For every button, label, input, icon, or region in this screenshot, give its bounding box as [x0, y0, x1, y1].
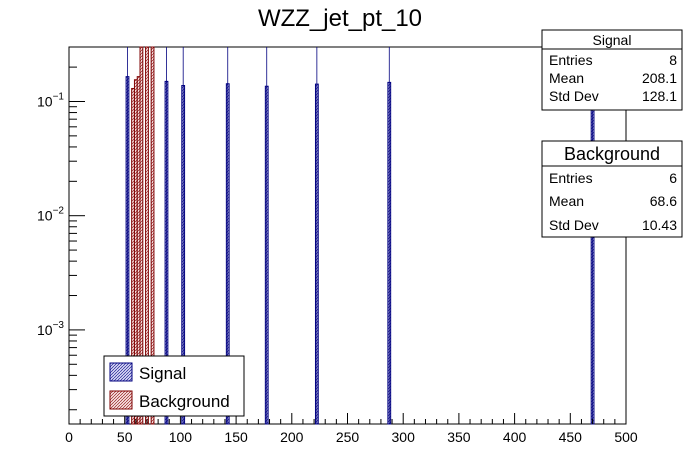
stats-background-entries-label: Entries: [549, 170, 593, 186]
x-tick-label-100: 100: [169, 429, 193, 445]
stats-background-stddev-label: Std Dev: [549, 217, 599, 233]
y-tick-label-1: 10−2: [37, 206, 64, 224]
x-axis: 0 50 100 150 200 250 300 350 400 450 500: [65, 413, 638, 445]
x-tick-label-50: 50: [117, 429, 133, 445]
stats-signal-entries-value: 8: [669, 52, 677, 68]
stats-signal-mean-label: Mean: [549, 70, 584, 86]
stats-background-title: Background: [564, 144, 660, 164]
x-tick-label-0: 0: [65, 429, 73, 445]
y-tick-exponent-0: −1: [53, 91, 65, 102]
legend-swatch-signal: [109, 362, 133, 382]
stats-box-background: Background Entries 6 Mean 68.6 Std Dev 1…: [541, 140, 683, 238]
y-tick-exponent-2: −3: [53, 320, 65, 331]
stats-background-mean-value: 68.6: [650, 193, 677, 209]
stats-background-entries-value: 6: [669, 170, 677, 186]
stats-background-stddev-value: 10.43: [642, 217, 677, 233]
bar-background-5: [150, 46, 155, 425]
x-tick-label-400: 400: [503, 429, 527, 445]
x-tick-label-200: 200: [280, 429, 304, 445]
legend-label-background: Background: [139, 392, 230, 411]
x-tick-label-150: 150: [224, 429, 248, 445]
stats-background-mean-label: Mean: [549, 193, 584, 209]
bar-background-3: [139, 46, 144, 425]
stats-signal-mean-value: 208.1: [642, 70, 677, 86]
y-tick-label-0: 10−1: [37, 91, 64, 109]
stats-box-signal: Signal Entries 8 Mean 208.1 Std Dev 128.…: [541, 29, 683, 111]
stats-signal-stddev-value: 128.1: [642, 88, 677, 104]
stats-signal-title: Signal: [593, 32, 632, 48]
stats-signal-entries-label: Entries: [549, 52, 593, 68]
legend-label-signal: Signal: [139, 364, 186, 383]
y-tick-label-2: 10−3: [37, 320, 64, 338]
stats-signal-stddev-label: Std Dev: [549, 88, 599, 104]
x-tick-label-500: 500: [614, 429, 638, 445]
x-tick-label-350: 350: [447, 429, 471, 445]
bars-layer: [125, 46, 595, 425]
x-tick-label-450: 450: [559, 429, 583, 445]
legend-swatch-background: [109, 390, 133, 410]
y-tick-exponent-1: −2: [53, 206, 65, 217]
x-tick-label-250: 250: [336, 429, 360, 445]
legend: Signal Background: [103, 355, 245, 417]
x-tick-label-300: 300: [392, 429, 416, 445]
y-axis: 10−1 10−2 10−3: [37, 66, 85, 411]
chart-title: WZZ_jet_pt_10: [258, 5, 422, 32]
